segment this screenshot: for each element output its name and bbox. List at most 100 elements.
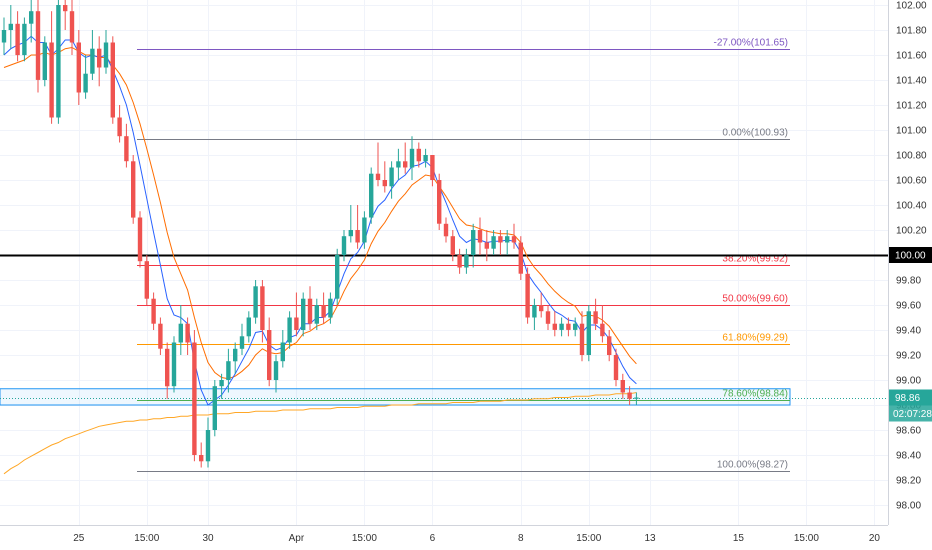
candle bbox=[369, 167, 374, 224]
price-tick-label: 101.40 bbox=[896, 76, 927, 87]
fib-level-label: 78.60%(98.84) bbox=[722, 389, 788, 400]
candle bbox=[63, 0, 68, 30]
time-axis-background[interactable] bbox=[0, 525, 888, 550]
time-tick-label: 15:00 bbox=[352, 533, 377, 544]
candles bbox=[1, 0, 639, 468]
candle bbox=[29, 0, 34, 43]
candle bbox=[56, 0, 61, 124]
candle-body bbox=[579, 323, 585, 355]
countdown-badge: 02:07:28 bbox=[889, 405, 932, 422]
candle-body bbox=[437, 180, 442, 224]
candle bbox=[199, 442, 204, 468]
price-tick-label: 102.00 bbox=[896, 1, 927, 12]
countdown-badge-bg bbox=[889, 405, 932, 422]
candle-body bbox=[382, 180, 387, 187]
candle-body bbox=[185, 323, 190, 343]
fibonacci-levels[interactable]: -27.00%(101.65) 0.00%(100.93) 38.20%(99.92… bbox=[137, 38, 790, 472]
candle-body bbox=[301, 298, 306, 330]
fib-level-label: 61.80%(99.29) bbox=[722, 333, 788, 344]
time-tick-label: 30 bbox=[202, 533, 214, 544]
candle bbox=[491, 230, 496, 255]
candle-body bbox=[416, 148, 421, 162]
candle bbox=[430, 155, 435, 187]
candle bbox=[83, 55, 88, 99]
candle-body bbox=[165, 348, 170, 387]
candle bbox=[477, 217, 483, 255]
candle-body bbox=[613, 355, 619, 380]
level-price-badge-text: 100.00 bbox=[895, 251, 926, 262]
candle bbox=[464, 248, 469, 274]
candle-body bbox=[348, 230, 353, 237]
time-tick-label: 15:00 bbox=[134, 533, 159, 544]
fib-level-label: 100.00%(98.27) bbox=[717, 460, 788, 471]
candle-body bbox=[355, 230, 360, 243]
candle bbox=[246, 311, 251, 343]
support-zone[interactable] bbox=[0, 388, 791, 406]
fib-level-label: 38.20%(99.92) bbox=[722, 254, 788, 265]
price-tick-label: 99.60 bbox=[896, 301, 921, 312]
candle-body bbox=[600, 323, 605, 337]
candle-body bbox=[341, 236, 347, 255]
candle bbox=[90, 30, 95, 80]
fib-level-label: 0.00%(100.93) bbox=[722, 128, 788, 139]
candle bbox=[362, 211, 367, 249]
candle bbox=[307, 286, 313, 330]
candle bbox=[117, 105, 122, 143]
candle-body bbox=[171, 342, 177, 387]
candle bbox=[607, 330, 612, 362]
level-price-badge-bg bbox=[889, 247, 932, 263]
sma-long-line bbox=[3, 392, 637, 475]
candle-body bbox=[287, 317, 292, 343]
candle bbox=[192, 330, 197, 462]
time-tick-label: 13 bbox=[644, 533, 656, 544]
candle-body bbox=[627, 392, 632, 399]
candle bbox=[627, 386, 632, 405]
candle bbox=[1, 17, 7, 55]
price-axis[interactable]: 98.0098.2098.4098.6098.8099.0099.2099.40… bbox=[896, 1, 927, 512]
candle bbox=[212, 380, 217, 437]
candle bbox=[239, 323, 245, 355]
price-tick-label: 101.60 bbox=[896, 51, 927, 62]
candle bbox=[389, 161, 394, 199]
candle-body bbox=[477, 230, 483, 243]
candle-body bbox=[409, 148, 415, 168]
candle bbox=[450, 230, 455, 262]
candle bbox=[287, 311, 292, 349]
candle bbox=[586, 305, 591, 362]
price-tick-label: 98.00 bbox=[896, 501, 921, 512]
candle bbox=[69, 0, 75, 55]
candle-body bbox=[491, 236, 496, 249]
candle-body bbox=[35, 11, 41, 80]
candle bbox=[348, 205, 353, 243]
candle-body bbox=[573, 323, 578, 330]
candle-body bbox=[103, 42, 109, 68]
candle-body bbox=[586, 311, 591, 355]
candle-body bbox=[226, 361, 231, 380]
candle-body bbox=[634, 397, 639, 399]
candle bbox=[124, 123, 129, 168]
time-tick-label: 15:00 bbox=[794, 533, 819, 544]
candle-body bbox=[518, 242, 523, 274]
time-tick-label: 15 bbox=[733, 533, 745, 544]
candle bbox=[457, 248, 462, 274]
candle-body bbox=[498, 236, 503, 243]
candle bbox=[416, 142, 421, 168]
price-tick-label: 98.20 bbox=[896, 476, 921, 487]
candle-body bbox=[457, 255, 462, 268]
candle-body bbox=[294, 317, 299, 330]
candle bbox=[321, 292, 326, 324]
candle-body bbox=[328, 298, 333, 318]
moving-averages bbox=[3, 35, 637, 475]
price-tick-label: 100.40 bbox=[896, 201, 927, 212]
candle-body bbox=[335, 255, 340, 299]
candle bbox=[613, 348, 619, 387]
candle-body bbox=[131, 161, 136, 218]
candle-body bbox=[137, 217, 143, 262]
candle bbox=[566, 317, 571, 337]
candle-body bbox=[117, 117, 122, 137]
candle-body bbox=[321, 305, 326, 318]
candle bbox=[471, 223, 476, 268]
candle-body bbox=[464, 255, 469, 268]
